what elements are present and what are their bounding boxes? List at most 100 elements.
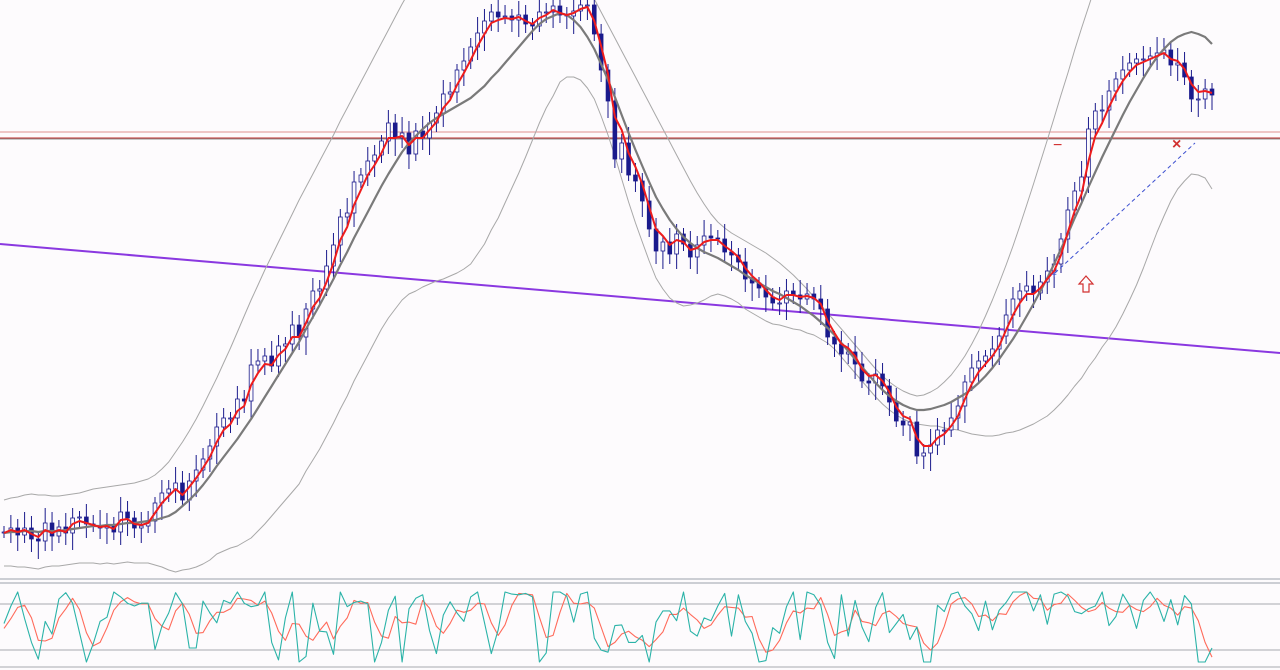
candle-67 <box>461 48 467 86</box>
candle-body-57 <box>392 122 398 139</box>
candle-101 <box>694 236 700 274</box>
candle-body-26 <box>180 482 185 501</box>
candle-body-161 <box>1106 90 1112 111</box>
candle-90 <box>619 134 625 173</box>
candle-body-126 <box>866 380 872 384</box>
candle-body-33 <box>228 417 233 420</box>
candle-body-73 <box>502 15 508 18</box>
candle-body-11 <box>77 516 82 519</box>
ma-fast-line <box>3 6 1213 538</box>
candle-body-56 <box>386 122 391 142</box>
moving-averages <box>3 6 1213 538</box>
candle-body-174 <box>1195 98 1201 101</box>
candle-body-113 <box>777 302 782 305</box>
candle-body-89 <box>612 100 618 160</box>
candle-174 <box>1195 85 1201 117</box>
candle-body-95 <box>653 228 659 252</box>
candle-73 <box>502 5 508 24</box>
trend-line-segment <box>0 243 1280 354</box>
candle-50 <box>344 198 350 226</box>
candle-body-90 <box>619 142 625 160</box>
candle-body-142 <box>976 360 981 369</box>
candle-42 <box>289 311 295 352</box>
candle-98 <box>674 224 679 269</box>
candle-52 <box>358 168 364 188</box>
candle-38 <box>262 348 268 375</box>
candle-body-131 <box>900 420 906 426</box>
candle-60 <box>413 123 419 161</box>
panel-separator <box>0 578 1280 584</box>
candle-body-67 <box>461 60 467 71</box>
candle-51 <box>351 171 357 227</box>
candle-113 <box>777 287 782 315</box>
candle-body-32 <box>221 417 226 428</box>
candle-body-96 <box>660 241 666 252</box>
candle-96 <box>660 235 666 269</box>
up-arrow-icon <box>1077 275 1095 293</box>
bb-upper-line <box>3 0 1092 501</box>
candle-54 <box>372 145 377 177</box>
bollinger-bands <box>3 0 1213 573</box>
candle-134 <box>921 444 927 469</box>
candle-body-121 <box>832 336 837 345</box>
candle-body-50 <box>344 212 350 218</box>
signal-dashed-line <box>1054 142 1196 274</box>
osc-k-line <box>3 591 1213 663</box>
candle-body-5 <box>36 538 41 542</box>
candle-body-60 <box>413 130 419 155</box>
candle-24 <box>166 480 172 502</box>
candle-body-54 <box>372 154 377 162</box>
stochastic-oscillator <box>0 591 1280 668</box>
entry-marker: + <box>1051 270 1057 281</box>
candle-body-125 <box>859 363 865 382</box>
candle-body-18 <box>125 511 130 519</box>
candle-body-72 <box>495 11 501 18</box>
candle-body-137 <box>942 429 947 432</box>
candle-body-104 <box>715 237 721 240</box>
candle-body-143 <box>983 355 988 362</box>
candle-body-7 <box>49 522 55 537</box>
horizontal-levels <box>0 131 1280 140</box>
candle-body-51 <box>351 181 357 214</box>
candle-72 <box>495 0 501 32</box>
candle-body-80 <box>550 5 556 13</box>
candle-71 <box>489 4 494 31</box>
candle-body-159 <box>1093 110 1098 130</box>
candle-body-98 <box>674 233 679 255</box>
candle-142 <box>976 351 981 382</box>
trend-line <box>0 243 1280 354</box>
candle-body-173 <box>1189 76 1194 100</box>
candle-37 <box>255 349 261 374</box>
candle-body-175 <box>1202 88 1208 100</box>
candle-body-92 <box>633 174 638 182</box>
candle-46 <box>317 280 323 306</box>
candle-159 <box>1093 103 1098 137</box>
candle-body-141 <box>969 367 975 383</box>
candle-body-163 <box>1120 69 1126 80</box>
candle-160 <box>1099 95 1105 124</box>
candle-80 <box>550 0 556 28</box>
candle-20 <box>138 512 144 543</box>
minus-marker: − <box>1053 137 1062 154</box>
candle-body-46 <box>317 288 323 292</box>
candle-body-38 <box>262 355 268 362</box>
candle-body-166 <box>1141 58 1146 61</box>
candle-97 <box>667 228 673 264</box>
candle-body-165 <box>1134 58 1139 64</box>
candle-49 <box>338 209 343 262</box>
candle-body-85 <box>585 4 590 7</box>
candle-148 <box>1017 283 1023 317</box>
candle-body-71 <box>489 11 494 22</box>
candle-body-31 <box>214 426 220 447</box>
candle-body-148 <box>1017 290 1023 300</box>
candle-31 <box>214 413 220 464</box>
candle-body-160 <box>1099 109 1105 112</box>
candle-104 <box>715 230 721 245</box>
candle-56 <box>386 110 391 154</box>
candle-body-81 <box>557 5 563 16</box>
candle-173 <box>1189 70 1194 112</box>
candle-body-24 <box>166 488 172 494</box>
candle-11 <box>77 511 82 527</box>
